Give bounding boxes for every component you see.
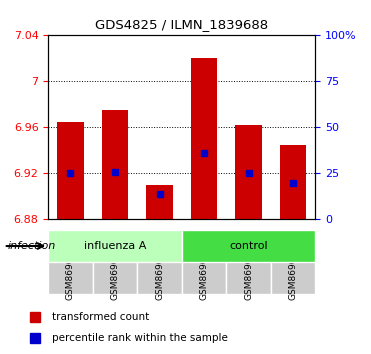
- Text: GSM869066: GSM869066: [244, 245, 253, 300]
- Text: GSM869067: GSM869067: [111, 245, 119, 300]
- Bar: [182, 251, 226, 294]
- Text: GSM869068: GSM869068: [289, 245, 298, 300]
- Text: percentile rank within the sample: percentile rank within the sample: [52, 332, 228, 343]
- Text: infection: infection: [7, 241, 56, 251]
- Text: GSM869064: GSM869064: [200, 245, 209, 300]
- Bar: [48, 230, 182, 262]
- Bar: [48, 251, 93, 294]
- Text: influenza A: influenza A: [84, 241, 146, 251]
- Text: transformed count: transformed count: [52, 312, 149, 322]
- Bar: [182, 230, 315, 262]
- Text: GSM869069: GSM869069: [155, 245, 164, 300]
- Bar: [57, 122, 84, 219]
- Bar: [226, 251, 271, 294]
- Bar: [191, 58, 217, 219]
- Text: GSM869065: GSM869065: [66, 245, 75, 300]
- Bar: [137, 251, 182, 294]
- Bar: [93, 251, 137, 294]
- Bar: [235, 125, 262, 219]
- Bar: [146, 185, 173, 219]
- Text: GDS4825 / ILMN_1839688: GDS4825 / ILMN_1839688: [95, 18, 268, 31]
- Bar: [271, 251, 315, 294]
- Text: control: control: [229, 241, 268, 251]
- Bar: [280, 145, 306, 219]
- Bar: [102, 110, 128, 219]
